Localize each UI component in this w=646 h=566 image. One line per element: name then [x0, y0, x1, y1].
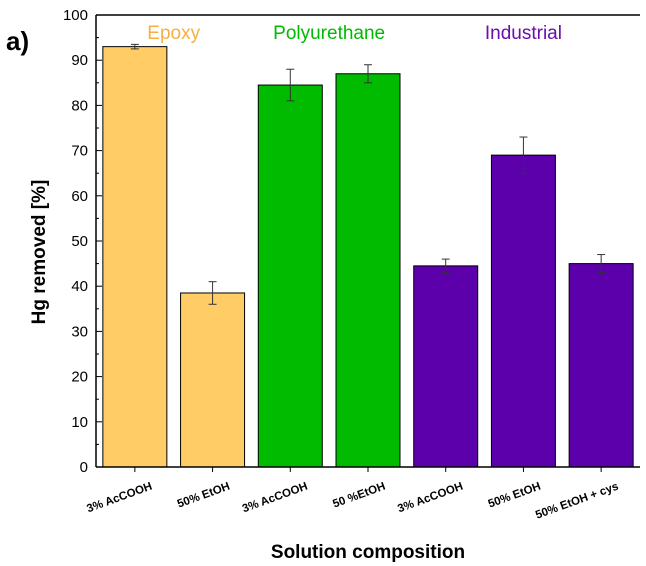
x-tick-label: 50% EtOH	[176, 481, 232, 511]
error-bar	[130, 43, 139, 50]
y-tick-label: 60	[71, 188, 88, 205]
bar	[180, 292, 246, 468]
x-tick-label: 50% EtOH + cys	[534, 481, 620, 522]
y-tick-label: 30	[71, 323, 88, 340]
x-tick-label: 3% AcCOOH	[241, 481, 310, 516]
bar	[102, 46, 168, 468]
y-tick-label: 40	[71, 278, 88, 295]
error-bars-layer	[130, 43, 606, 305]
y-tick-label: 70	[71, 143, 88, 160]
y-ticks-layer: 0 10 20 30 40 50 60 70 80 90 100	[63, 7, 88, 476]
group-label: Epoxy	[147, 23, 200, 44]
x-tick-label: 3% AcCOOH	[396, 481, 465, 516]
bars-layer	[102, 46, 634, 468]
y-tick-label: 20	[71, 369, 88, 386]
error-bar	[441, 258, 450, 274]
x-axis-title: Solution composition	[271, 542, 465, 563]
y-tick-label: 10	[71, 414, 88, 431]
error-bar	[286, 68, 295, 102]
error-bar	[519, 136, 528, 174]
error-bar	[364, 64, 372, 84]
x-tick-label: 50% EtOH	[487, 481, 543, 511]
bar	[490, 154, 556, 468]
y-tick-label: 0	[80, 459, 88, 476]
panel-label: a)	[6, 26, 29, 56]
error-bar	[208, 281, 217, 305]
x-tick-label: 50 %EtOH	[331, 481, 387, 511]
bar	[413, 265, 479, 468]
y-tick-label: 50	[71, 233, 88, 250]
x-tick-label: 3% AcCOOH	[85, 481, 154, 516]
x-labels-layer: 3% AcCOOH 50% EtOH 3% AcCOOH 50 %EtOH 3% AcC…	[85, 467, 620, 522]
error-bar	[597, 254, 606, 274]
bar	[568, 263, 634, 468]
bar	[335, 73, 401, 468]
group-label: Industrial	[485, 23, 562, 44]
group-label: Polyurethane	[273, 23, 385, 44]
y-axis-title: Hg removed [%]	[29, 180, 50, 325]
y-tick-label: 90	[71, 52, 88, 69]
y-tick-label: 100	[63, 7, 88, 24]
y-tick-label: 80	[71, 97, 88, 114]
bar	[257, 84, 323, 468]
group-labels-layer: Epoxy Polyurethane Industrial	[147, 23, 562, 44]
